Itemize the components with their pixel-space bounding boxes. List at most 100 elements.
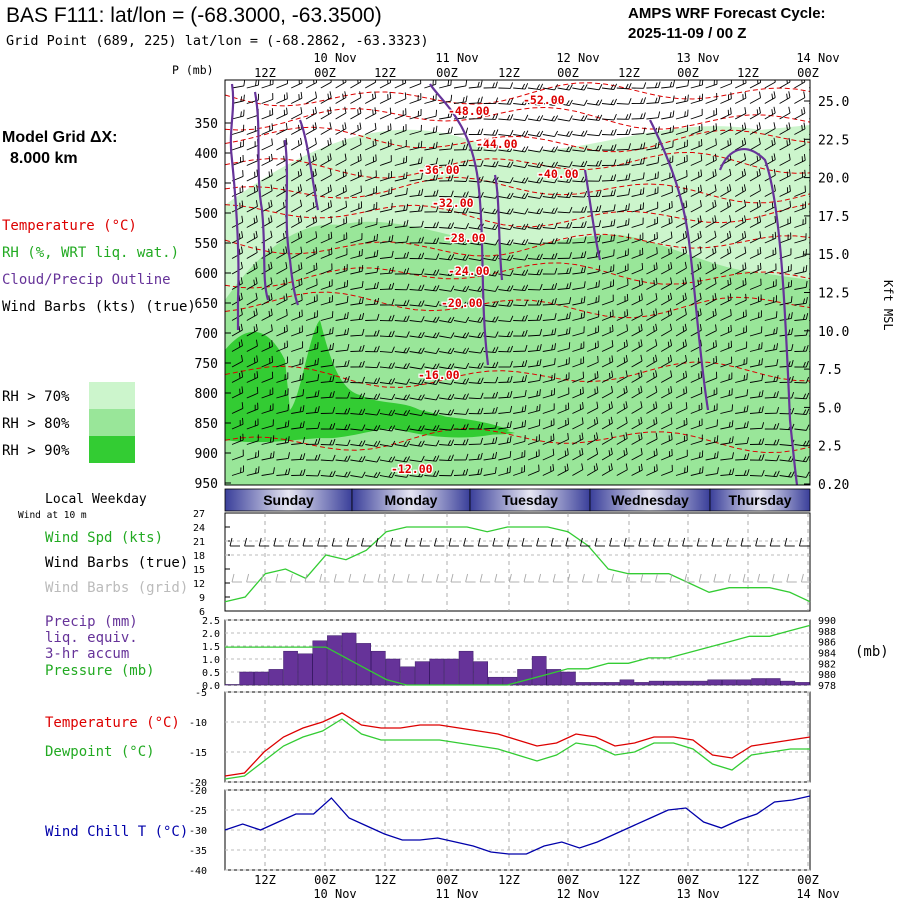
wind-barb-staff xyxy=(690,160,702,166)
wind-barb-staff xyxy=(661,454,673,461)
wind-barb xyxy=(631,172,645,182)
wind-barb-staff xyxy=(675,85,688,89)
wind-barb-flag xyxy=(539,192,544,199)
bottom-hour-label: 12Z xyxy=(618,873,640,887)
wind-barb-staff xyxy=(453,227,466,230)
wind-barb-flag xyxy=(432,410,437,416)
wind-barb-staff xyxy=(601,300,614,306)
bottom-hour-label: 12Z xyxy=(254,873,276,887)
wind-barb-flag xyxy=(509,420,512,428)
wind-barb-flag xyxy=(700,184,702,192)
wind-barb-staff xyxy=(261,114,273,120)
wind-barb-flag xyxy=(390,139,392,146)
wind-barb-staff xyxy=(439,164,452,166)
rh-region-90 xyxy=(225,320,510,443)
wind-barb xyxy=(439,347,455,355)
wind-barb xyxy=(572,206,587,213)
wind-barb-flag xyxy=(299,184,303,191)
wind-barb-flag xyxy=(640,339,643,346)
wind-barb-staff xyxy=(305,395,318,399)
wind-barb-staff xyxy=(305,252,318,259)
wind-barb-flag xyxy=(564,450,567,457)
wind-barb-flag xyxy=(329,376,332,382)
wind-barb xyxy=(601,174,617,182)
wind-barb-flag xyxy=(465,423,469,430)
wind-barb-flag xyxy=(435,109,438,117)
wind-barb-flag xyxy=(360,169,362,177)
wind-barb-flag xyxy=(610,129,614,136)
wind-barb-flag xyxy=(495,346,499,353)
wind-barb xyxy=(513,83,529,90)
wind-barb-flag xyxy=(287,404,289,411)
wind-barb-flag xyxy=(700,169,703,176)
wind-barb xyxy=(675,370,688,383)
wind-barb-flag xyxy=(391,298,395,306)
wind-barb xyxy=(261,184,273,197)
wind-barb-flag xyxy=(314,312,316,318)
wind-barb-flag xyxy=(357,109,359,115)
wind-barb xyxy=(424,157,438,166)
wind-barb-flag xyxy=(255,230,258,238)
precip-bar xyxy=(736,679,752,686)
wind-barb xyxy=(290,153,303,166)
wind-barb-staff xyxy=(276,98,288,104)
wind-barb-flag xyxy=(254,141,256,147)
top-hour-label: 12Z xyxy=(374,66,396,80)
wind-barb-staff xyxy=(468,227,481,230)
wind-barb-flag xyxy=(243,109,245,117)
wind-barb xyxy=(305,310,318,321)
wind-barb xyxy=(646,277,658,290)
wind-barb-flag xyxy=(356,80,359,84)
wind-barb xyxy=(572,190,588,198)
wind-barb-staff xyxy=(468,211,481,215)
wind-barb-flag xyxy=(815,110,819,115)
wind-barb-flag xyxy=(346,280,349,287)
wind-barb-flag xyxy=(327,186,330,193)
wind-barb-flag xyxy=(551,162,555,168)
wind-barb-flag xyxy=(300,215,303,222)
wind-barb-flag xyxy=(509,208,514,215)
wind-barb-flag xyxy=(539,99,544,106)
wind-barb xyxy=(335,280,349,290)
wind-barb-staff xyxy=(631,314,643,321)
wind-barb-flag xyxy=(447,207,451,213)
wind-barb xyxy=(572,296,586,306)
wind-barb-flag xyxy=(521,146,526,152)
wind-barb xyxy=(601,401,613,414)
wind-barb-flag xyxy=(668,218,670,224)
wind-barb-staff xyxy=(439,304,452,308)
wind-barb-staff xyxy=(350,175,362,182)
wind-barb xyxy=(439,424,455,431)
wind-barb-flag xyxy=(361,217,363,224)
wind-barb xyxy=(394,471,410,478)
wind-barb-flag xyxy=(655,293,658,300)
wind-barb xyxy=(527,192,544,199)
wind-barb-flag xyxy=(283,140,285,146)
wind-barb-flag xyxy=(506,301,511,307)
wind-barb xyxy=(365,249,379,259)
wind-barb-flag xyxy=(492,316,496,322)
wind-barb xyxy=(587,265,601,275)
wind-barb-staff xyxy=(305,128,317,135)
wind-barb-staff xyxy=(453,335,466,339)
wind-barb-staff xyxy=(409,178,422,182)
wind-barb-flag xyxy=(716,92,718,100)
wind-barb-flag xyxy=(638,466,641,472)
wind-barb-flag xyxy=(612,324,614,332)
wind-barb xyxy=(631,432,643,445)
weekday-label: Monday xyxy=(385,492,438,508)
wind-barb xyxy=(276,293,288,306)
wind-barb-flag xyxy=(550,420,552,426)
wind-barb-flag xyxy=(641,293,643,300)
temperature-contour-label: -32.00 xyxy=(432,196,474,210)
wind-barb xyxy=(527,404,541,414)
wind-barb-staff xyxy=(453,273,466,277)
wind-barb xyxy=(453,95,468,104)
wind-barb-flag xyxy=(506,146,511,152)
wind-barb-flag xyxy=(583,84,588,91)
wind-barb xyxy=(335,153,347,166)
wind-barb xyxy=(261,371,274,383)
wind-barb-flag xyxy=(583,296,586,303)
wind-barb-flag xyxy=(317,453,321,461)
wind-barb-flag xyxy=(655,354,658,362)
